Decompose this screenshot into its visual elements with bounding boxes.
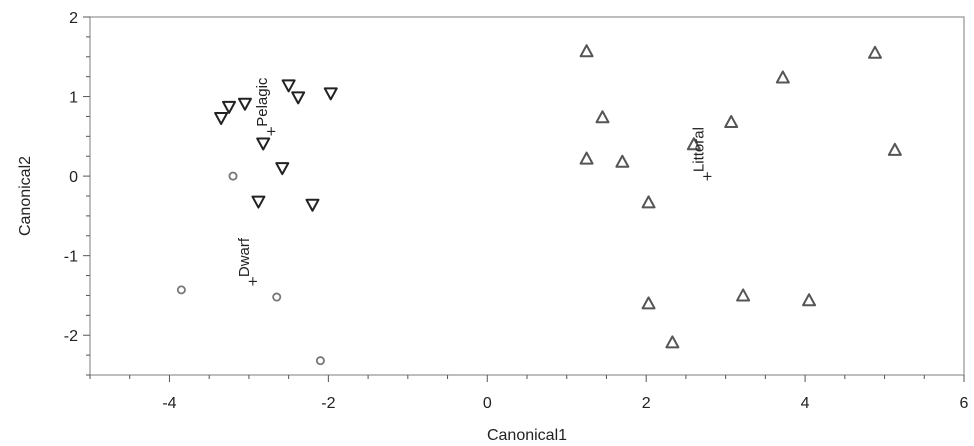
y-tick-label: -2	[64, 328, 78, 345]
triangle-up-point	[595, 110, 610, 124]
x-tick-label: 0	[483, 395, 492, 412]
x-tick-label: 4	[801, 395, 810, 412]
triangle-up-point	[724, 115, 739, 129]
triangle-up-point	[802, 293, 817, 307]
centroid-label: Littoral	[690, 127, 707, 172]
triangle-down-point	[323, 87, 338, 101]
y-tick-label: -1	[64, 249, 78, 266]
x-tick-label: 2	[642, 395, 651, 412]
circle-point	[176, 285, 186, 295]
y-tick-label: 0	[69, 169, 78, 186]
triangle-down-point	[256, 137, 271, 151]
centroid-label: Pelagic	[254, 77, 271, 127]
x-axis-label: Canonical1	[487, 427, 567, 444]
triangle-down-point	[237, 97, 252, 111]
centroid-markers: +Pelagic+Littoral+Dwarf	[236, 77, 713, 290]
triangle-down-point	[214, 112, 229, 126]
triangle-up-point	[686, 137, 701, 151]
circle-point	[228, 171, 238, 181]
plot-frame	[89, 16, 965, 376]
x-tick-label: 6	[960, 395, 969, 412]
data-points	[176, 44, 902, 366]
triangle-down-point	[281, 79, 296, 93]
triangle-up-point	[868, 45, 883, 59]
centroid-plus-marker: +	[266, 124, 277, 139]
triangle-down-point	[222, 100, 237, 114]
triangle-up-point	[579, 44, 594, 58]
triangle-down-point	[275, 162, 290, 176]
triangle-up-point	[641, 296, 656, 310]
circle-point	[315, 356, 325, 366]
centroid-plus-marker: +	[702, 170, 713, 185]
y-tick-label: 1	[69, 90, 78, 107]
triangle-down-point	[291, 91, 306, 105]
circle-point	[272, 292, 282, 302]
x-tick-label: -2	[321, 395, 335, 412]
triangle-up-point	[579, 151, 594, 165]
y-tick-label: 2	[69, 10, 78, 27]
triangle-down-point	[251, 195, 266, 209]
y-axis-label: Canonical2	[17, 156, 34, 236]
centroid-plus-marker: +	[247, 275, 258, 290]
triangle-up-point	[665, 335, 680, 349]
triangle-up-point	[887, 142, 902, 156]
triangle-up-point	[775, 70, 790, 84]
axis-ticks: -4 -2 0 2 4 6 -2 -1 0 1 2	[64, 10, 969, 412]
centroid-label: Dwarf	[236, 237, 253, 277]
triangle-down-point	[305, 198, 320, 212]
x-tick-label: -4	[162, 395, 176, 412]
triangle-up-point	[615, 154, 630, 168]
triangle-up-point	[641, 195, 656, 209]
triangle-up-point	[736, 288, 751, 302]
